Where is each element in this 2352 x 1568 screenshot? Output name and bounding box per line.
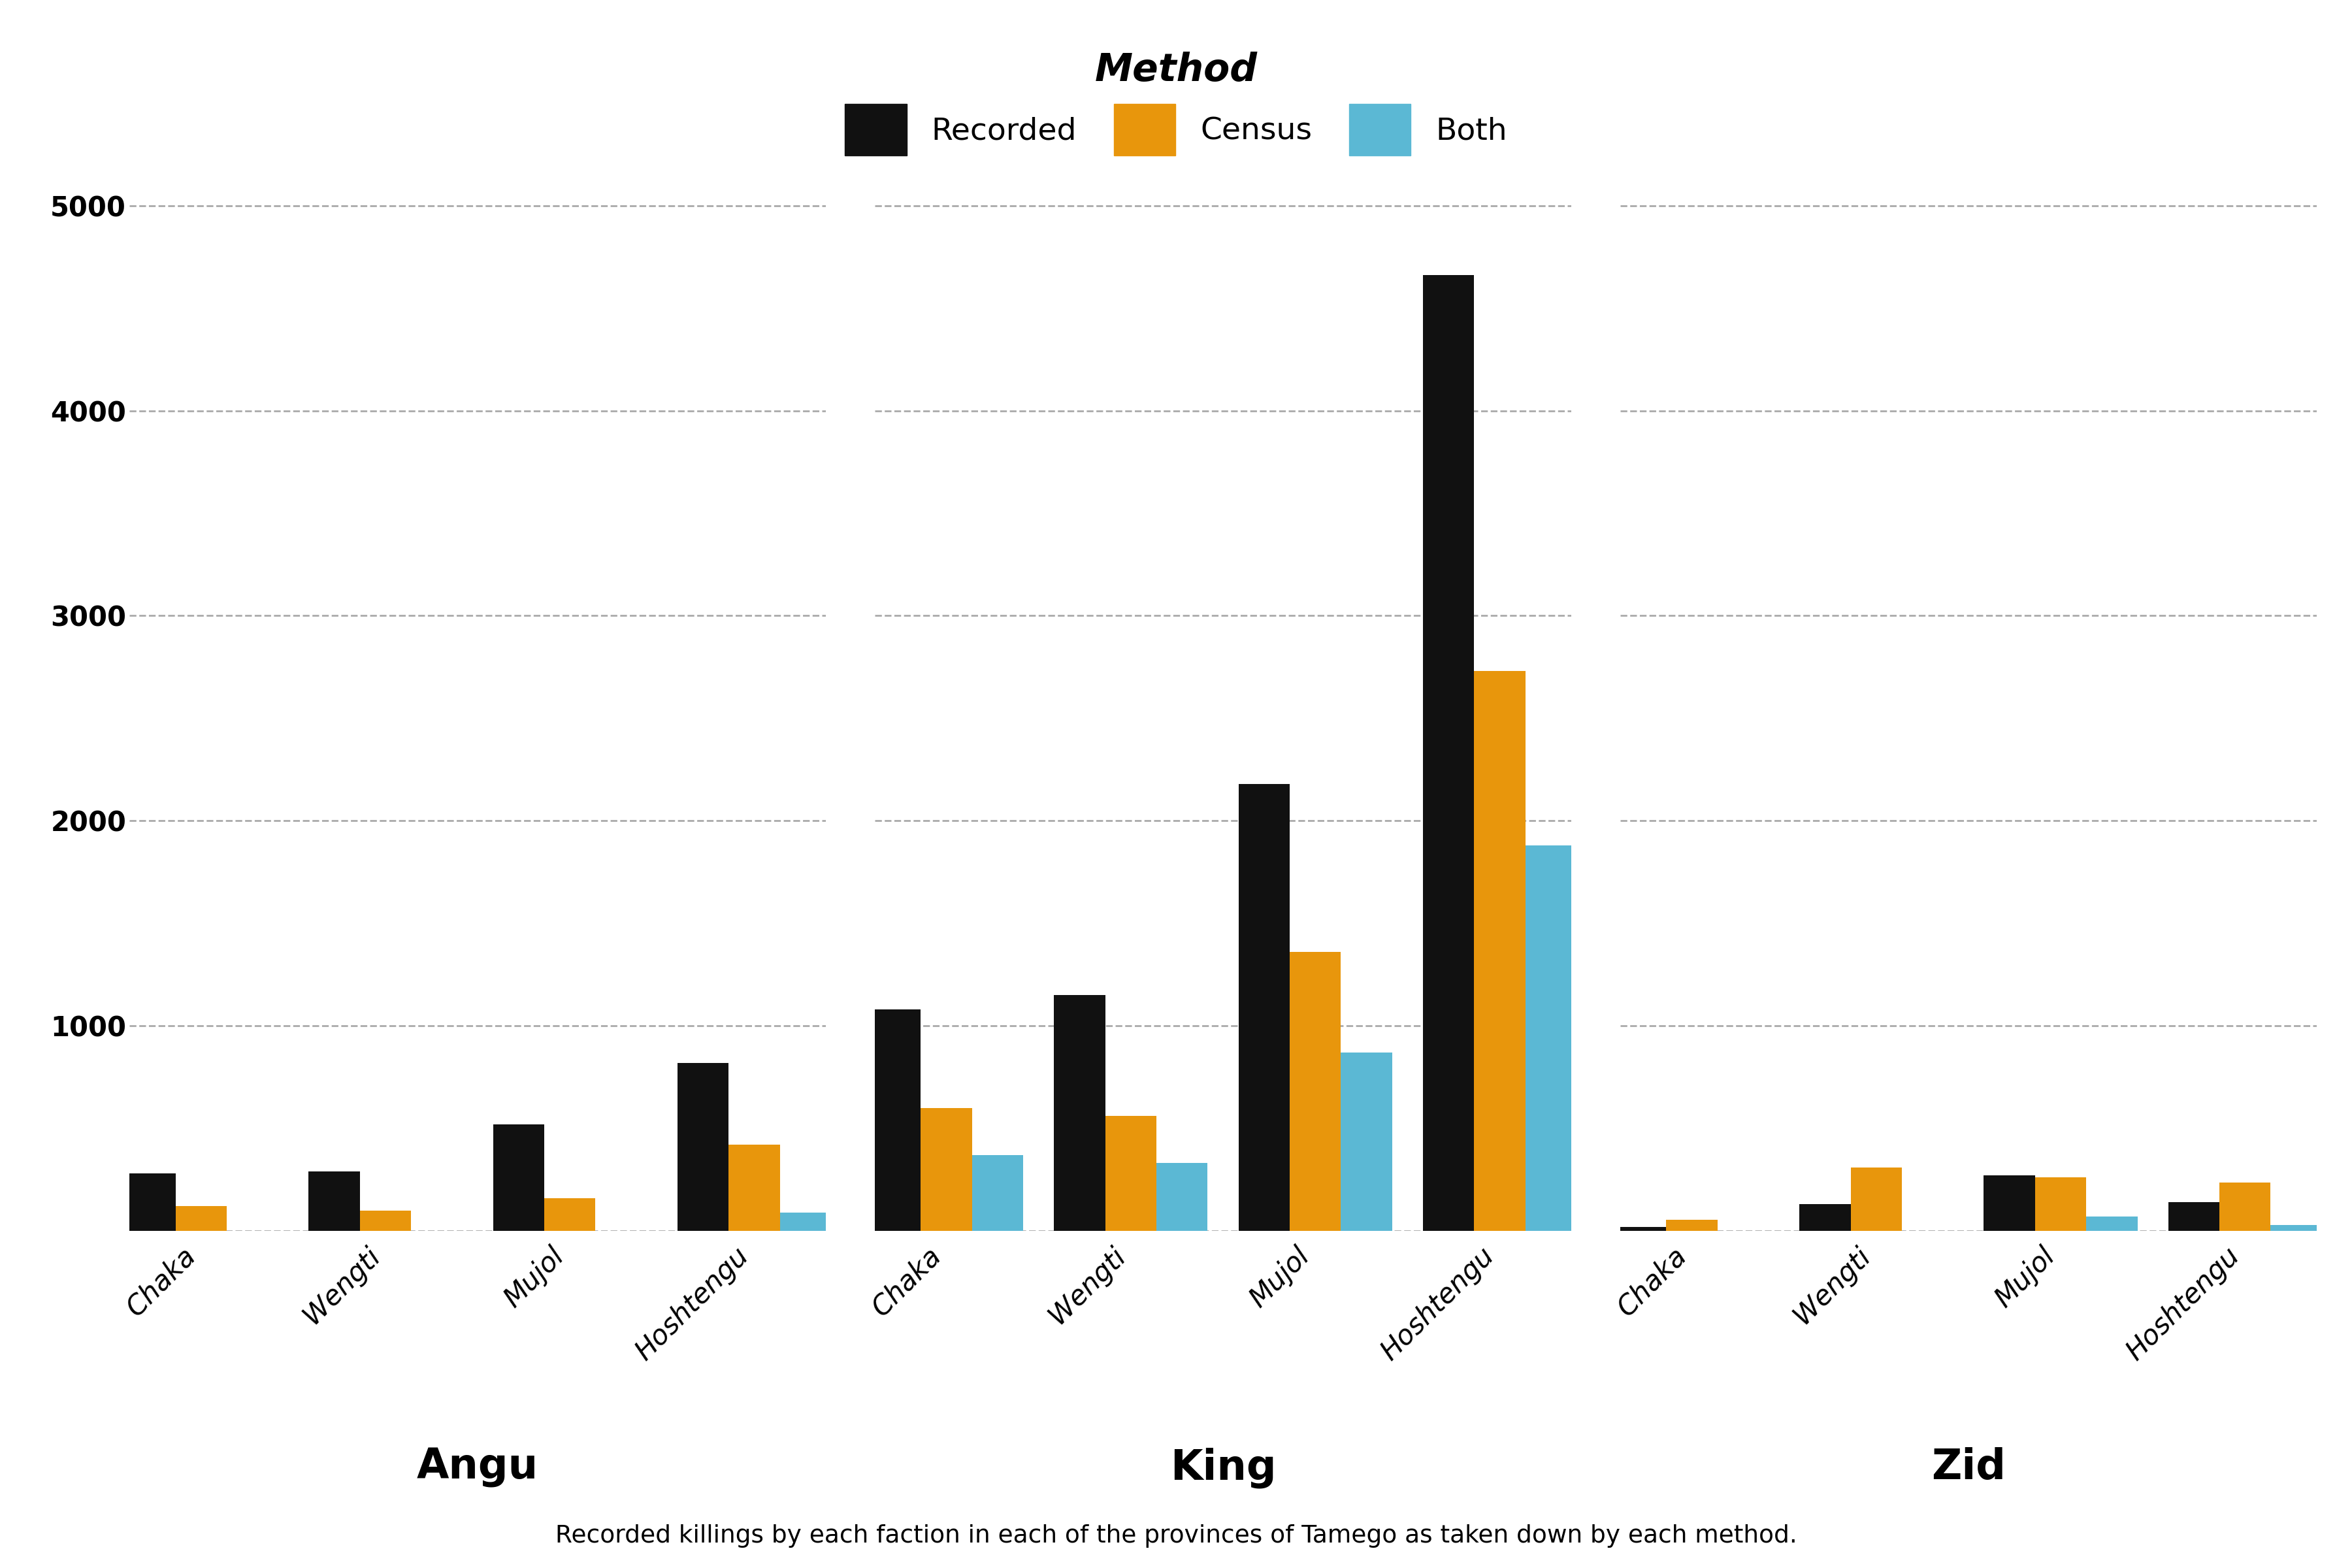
Bar — [1616, 1226, 1665, 1231]
Bar — [176, 1206, 226, 1231]
Bar — [308, 1171, 360, 1231]
Bar — [1799, 1204, 1851, 1231]
Bar — [360, 1210, 412, 1231]
Legend: Recorded, Census, Both: Recorded, Census, Both — [833, 39, 1519, 168]
Bar — [1157, 1163, 1207, 1231]
Bar — [1341, 1052, 1392, 1231]
Bar — [1289, 952, 1341, 1231]
Bar — [971, 1156, 1023, 1231]
Bar — [2270, 1225, 2321, 1231]
Bar — [1105, 1116, 1157, 1231]
Bar — [2169, 1203, 2220, 1231]
X-axis label: Angu: Angu — [416, 1447, 539, 1488]
Bar — [543, 1198, 595, 1231]
Text: Recorded killings by each faction in each of the provinces of Tamego as taken do: Recorded killings by each faction in eac… — [555, 1524, 1797, 1548]
Bar — [2086, 1217, 2138, 1231]
Bar — [922, 1109, 971, 1231]
Bar — [781, 1212, 830, 1231]
Bar — [1054, 996, 1105, 1231]
Bar — [729, 1145, 781, 1231]
X-axis label: Zid: Zid — [1931, 1447, 2006, 1488]
Bar — [1983, 1176, 2034, 1231]
Bar — [1475, 671, 1524, 1231]
X-axis label: King: King — [1169, 1447, 1277, 1488]
Bar — [2034, 1178, 2086, 1231]
Bar — [1665, 1220, 1717, 1231]
Bar — [1524, 845, 1576, 1231]
Bar — [494, 1124, 543, 1231]
Bar — [677, 1063, 729, 1231]
Bar — [1851, 1167, 1903, 1231]
Bar — [2220, 1182, 2270, 1231]
Bar — [1423, 276, 1475, 1231]
Bar — [125, 1173, 176, 1231]
Bar — [1240, 784, 1289, 1231]
Bar — [870, 1010, 922, 1231]
